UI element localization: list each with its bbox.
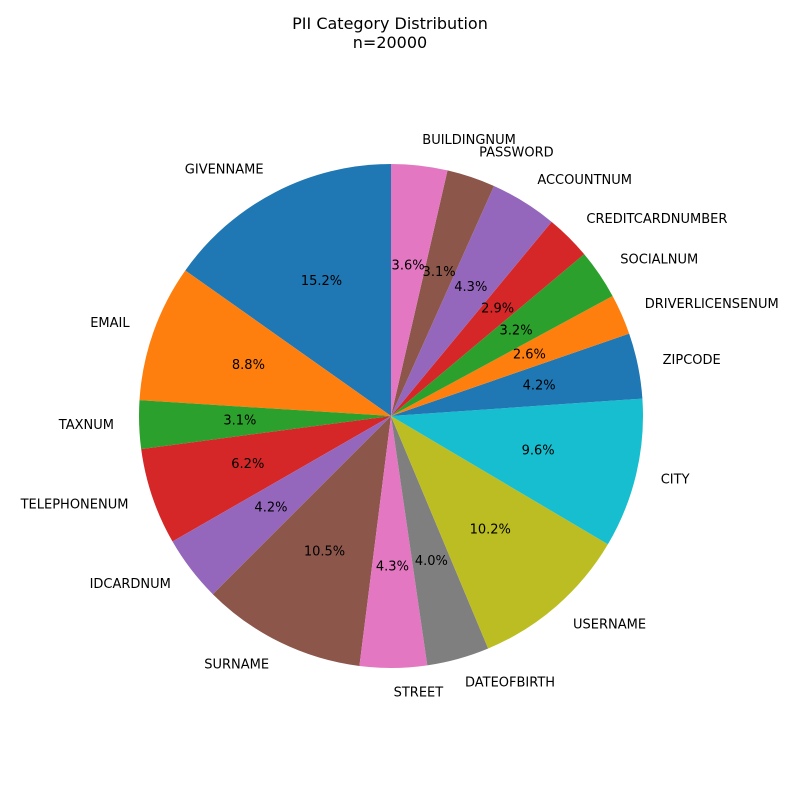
chart-subtitle: n=20000 xyxy=(353,33,427,52)
pie-category-label-socialnum: SOCIALNUM xyxy=(620,253,698,268)
pie-slice-socialnum xyxy=(391,254,613,416)
pie-category-label-email: EMAIL xyxy=(90,316,130,331)
pie-percent-label-street: 4.3% xyxy=(376,560,409,575)
pie-category-label-surname: SURNAME xyxy=(204,657,269,672)
pie-slice-givenname xyxy=(185,164,391,416)
pie-percent-label-telephonenum: 6.2% xyxy=(231,457,264,472)
pie-slice-idcardnum xyxy=(172,416,391,595)
pie-category-label-city: CITY xyxy=(661,472,690,487)
pie-slice-accountnum xyxy=(391,186,552,416)
pie-category-label-givenname: GIVENNAME xyxy=(185,162,264,177)
pie-slice-creditcardnumber xyxy=(391,221,585,416)
pie-category-label-dateofbirth: DATEOFBIRTH xyxy=(465,676,555,691)
pie-slice-dateofbirth xyxy=(391,416,489,666)
pie-percent-label-email: 8.8% xyxy=(232,358,265,373)
pie-percent-label-surname: 10.5% xyxy=(304,544,345,559)
pie-category-label-zipcode: ZIPCODE xyxy=(663,353,721,368)
pie-category-label-accountnum: ACCOUNTNUM xyxy=(537,173,632,188)
pie-slice-driverlicensenum xyxy=(391,295,630,416)
pie-slice-password xyxy=(391,170,494,416)
pie-slice-email xyxy=(139,270,391,416)
pie-slice-username xyxy=(391,416,608,649)
pie-category-label-driverlicensenum: DRIVERLICENSENUM xyxy=(645,297,779,312)
pie-category-label-idcardnum: IDCARDNUM xyxy=(90,577,171,592)
pie-percent-label-password: 3.1% xyxy=(423,265,456,280)
pie-percent-label-taxnum: 3.1% xyxy=(223,414,256,429)
pie-percent-label-zipcode: 4.2% xyxy=(523,378,556,393)
pie-category-label-telephonenum: TELEPHONENUM xyxy=(20,497,129,512)
pie-category-label-buildingnum: BUILDINGNUM xyxy=(422,133,516,148)
pie-percent-label-accountnum: 4.3% xyxy=(454,280,487,295)
pie-category-label-taxnum: TAXNUM xyxy=(58,418,114,433)
pie-percent-label-dateofbirth: 4.0% xyxy=(415,554,448,569)
pie-slices xyxy=(139,164,643,668)
pie-percent-label-idcardnum: 4.2% xyxy=(254,500,287,515)
pie-percent-label-creditcardnumber: 2.9% xyxy=(481,301,514,316)
pie-percent-label-driverlicensenum: 2.6% xyxy=(513,348,546,363)
pie-category-label-password: PASSWORD xyxy=(479,146,554,161)
pie-category-label-street: STREET xyxy=(394,686,444,701)
pie-percent-labels: 15.2% 8.8% 3.1% 6.2% 4.2% 10.5% 4.3% 4.0% 10.2% 9… xyxy=(223,258,555,574)
pie-slice-street xyxy=(359,416,428,668)
pie-slice-buildingnum xyxy=(391,164,448,416)
pie-slice-city xyxy=(391,398,643,545)
pie-percent-label-buildingnum: 3.6% xyxy=(392,258,425,273)
pie-percent-label-socialnum: 3.2% xyxy=(500,324,533,339)
chart-title: PII Category Distribution xyxy=(292,14,488,33)
pie-slice-zipcode xyxy=(391,333,643,416)
pie-percent-label-city: 9.6% xyxy=(522,443,555,458)
pie-percent-label-username: 10.2% xyxy=(470,523,511,538)
pie-percent-label-givenname: 15.2% xyxy=(301,274,342,289)
pie-slice-surname xyxy=(212,416,391,667)
pie-slice-telephonenum xyxy=(141,416,391,542)
pie-category-labels: GIVENNAME EMAIL TAXNUM TELEPHONENUM IDCARDNU… xyxy=(20,133,779,701)
pie-slice-taxnum xyxy=(139,400,391,450)
pie-category-label-creditcardnumber: CREDITCARDNUMBER xyxy=(586,212,727,227)
pie-category-label-username: USERNAME xyxy=(573,618,646,633)
